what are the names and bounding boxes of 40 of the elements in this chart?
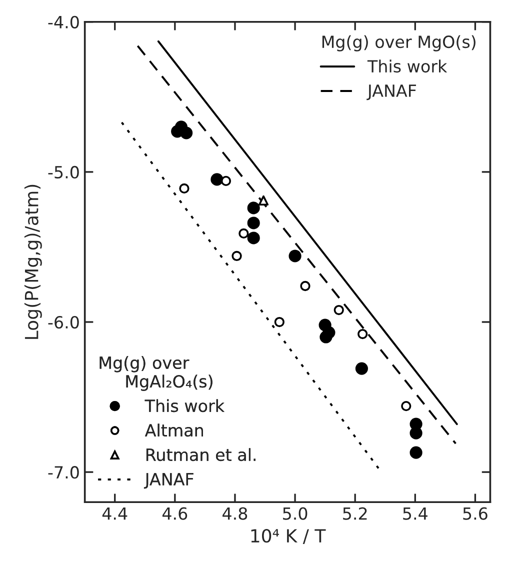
point [180,126,193,140]
x-tick-label: 5.6 [463,507,488,520]
x-tick-label: 5.2 [343,507,367,520]
legend-label: This work [144,399,224,412]
y-tick-label: -4.0 [48,16,79,28]
point [247,216,260,230]
y-tick-label: -5.0 [48,166,79,179]
point [334,304,344,316]
point [258,195,269,206]
point [401,400,412,412]
point [320,330,332,344]
y-tick-label: -6.0 [48,316,79,329]
point [179,183,190,194]
x-tick-label: 4.4 [102,507,128,520]
x-tick-label: 4.8 [222,507,248,520]
x-tick-label: 5.4 [403,507,428,520]
x-tick-label: 5.0 [283,507,308,520]
point [300,280,310,292]
point [210,173,224,186]
point [288,250,302,262]
legend-label: JANAF [366,84,416,100]
y-tick-label: -7.0 [48,466,79,479]
point [220,176,232,186]
point [274,316,284,328]
legend-label: Rutman et al. [146,448,256,462]
point [247,232,260,244]
x-axis-title: 10⁴ K / T [251,528,326,544]
text: Mg(g) over MgAl₂O₄(s) [100,356,212,391]
x-tick-label: 4.6 [162,507,188,520]
point [232,250,242,262]
legend-label: This work [367,60,448,73]
y-axis-title: Log(P(Mg,g)/atm) [24,184,42,339]
point [247,202,260,214]
text: Mg(g) over MgO(s) [322,35,476,52]
point [410,446,422,459]
legend-label: Altman [144,424,203,437]
point [238,228,249,239]
point [355,362,368,375]
point [358,328,368,340]
legend-label: JANAF [144,473,194,489]
